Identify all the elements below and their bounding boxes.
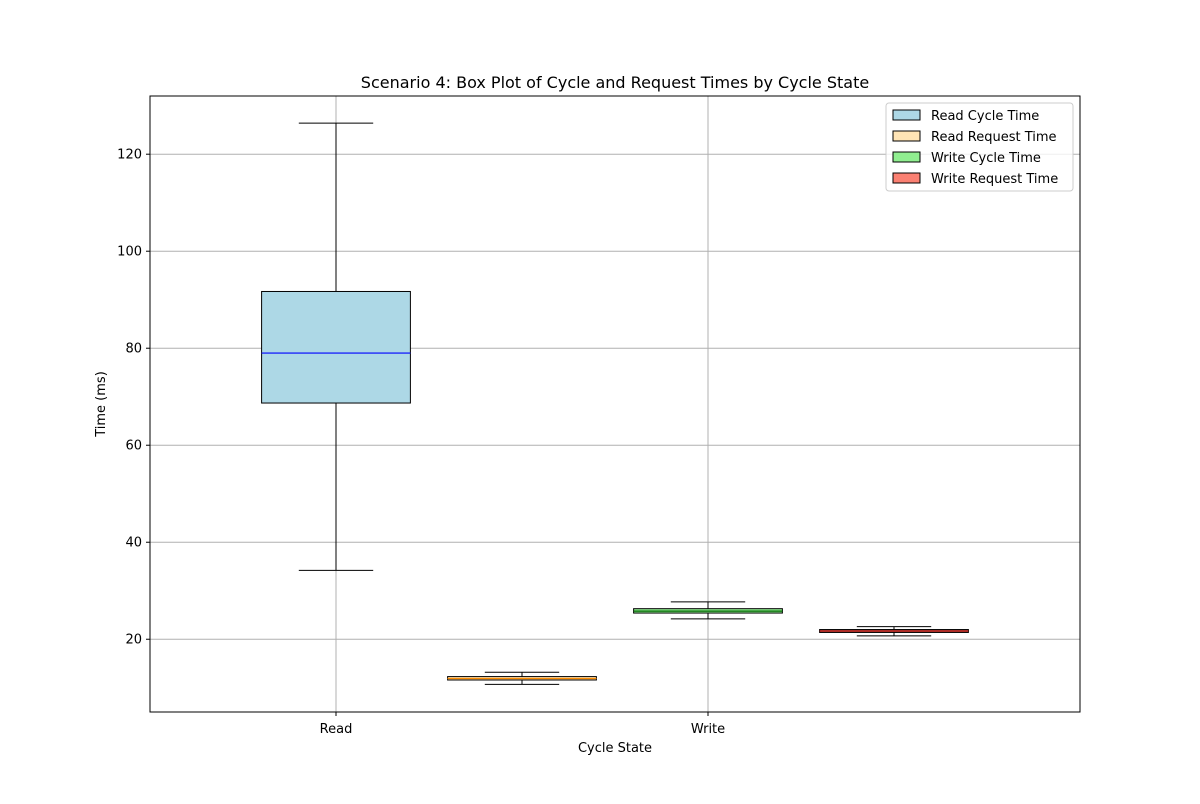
legend-swatch	[892, 172, 921, 184]
legend-label: Write Request Time	[931, 172, 1058, 187]
y-tick-label: 20	[125, 633, 142, 648]
tick-layer: 20 40 60 80 100 120 Read Write	[117, 148, 725, 737]
chart-title: Scenario 4: Box Plot of Cycle and Reques…	[361, 73, 869, 92]
box-layer	[261, 122, 969, 685]
box-iqr	[261, 290, 411, 404]
legend: Read Cycle Time Read Request Time Write Cy…	[885, 102, 1074, 192]
box-write-cycle-time	[633, 601, 783, 620]
box-read-cycle-time	[261, 122, 411, 571]
y-tick-label: 120	[117, 148, 142, 163]
plot-frame	[149, 95, 1081, 713]
legend-label: Write Cycle Time	[931, 151, 1041, 166]
y-axis-label: Time (ms)	[94, 371, 109, 438]
x-tick-label: Write	[691, 722, 725, 737]
legend-swatch	[892, 130, 921, 142]
y-tick-label: 80	[125, 342, 142, 357]
legend-frame	[885, 102, 1074, 192]
y-tick-label: 100	[117, 245, 142, 260]
y-tick-label: 40	[125, 536, 142, 551]
legend-label: Read Cycle Time	[931, 109, 1039, 124]
y-tick-label: 60	[125, 439, 142, 454]
x-tick-label: Read	[320, 722, 353, 737]
box-write-request-time	[819, 626, 969, 637]
legend-label: Read Request Time	[931, 130, 1057, 145]
x-axis-label: Cycle State	[578, 741, 652, 756]
legend-swatch	[892, 151, 921, 163]
box-read-request-time	[447, 671, 597, 685]
legend-swatch	[892, 109, 921, 121]
